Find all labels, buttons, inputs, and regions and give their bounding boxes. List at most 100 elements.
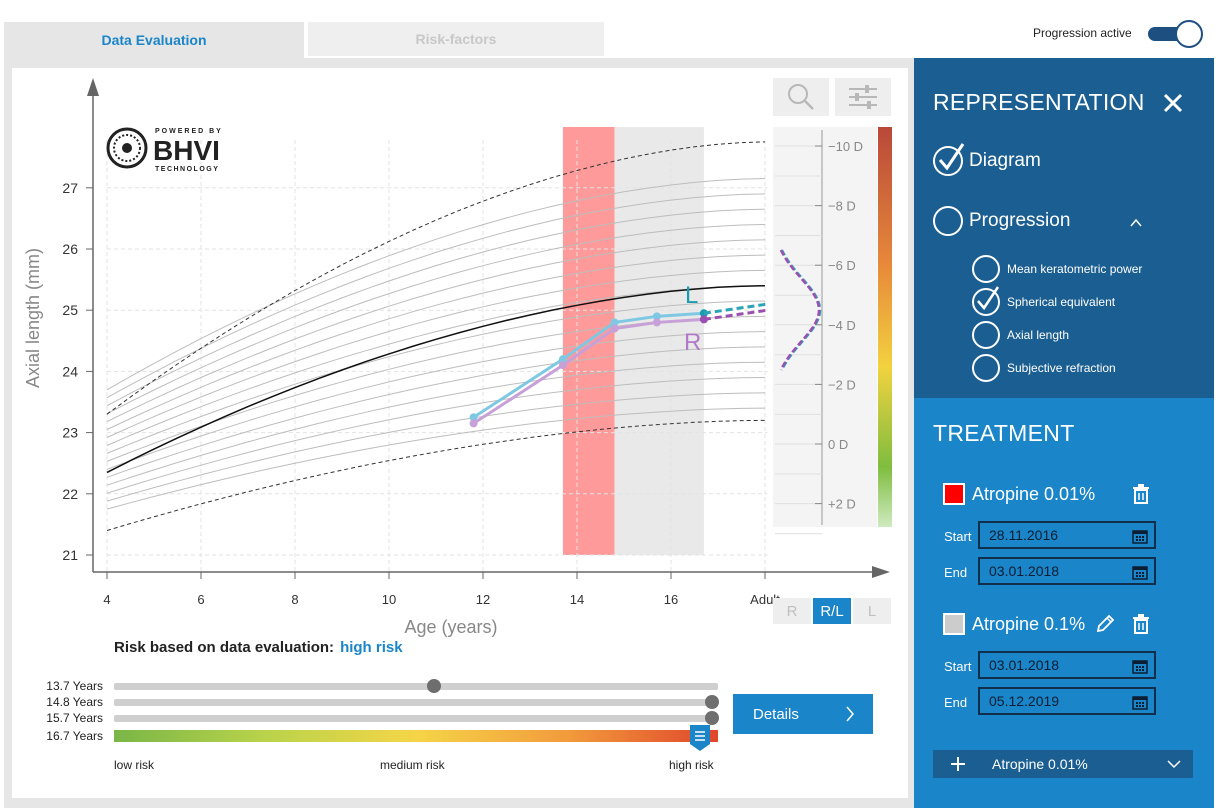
- progression-toggle[interactable]: [1148, 20, 1204, 48]
- bhvi-logo: POWERED BY BHVI TECHNOLOGY: [106, 127, 223, 173]
- mean-keratometric-checkbox[interactable]: [972, 255, 1000, 283]
- add-treatment-row[interactable]: Atropine 0.01%: [933, 750, 1193, 778]
- x-tick-label: 10: [382, 592, 396, 607]
- data-point-L[interactable]: [699, 309, 708, 318]
- data-point-R[interactable]: [558, 361, 567, 370]
- tab-risk-factors[interactable]: Risk-factors: [308, 22, 604, 56]
- diagram-checkbox[interactable]: [933, 143, 965, 176]
- risk-year-label: 13.7 Years: [46, 679, 103, 693]
- tab-data-evaluation[interactable]: Data Evaluation: [4, 22, 304, 58]
- percentile-curve: [106, 392, 766, 502]
- x-tick-label: 14: [570, 592, 584, 607]
- left-eye-button[interactable]: L: [853, 598, 891, 624]
- percentile-curve: [106, 407, 766, 510]
- risk-slider-track: [114, 715, 718, 722]
- data-point-L[interactable]: [469, 413, 478, 422]
- treatment-panel: TREATMENT Atropine 0.01% Start 28.11.201…: [914, 398, 1214, 808]
- end-label: End: [944, 565, 968, 580]
- risk-marker-icon[interactable]: [689, 724, 711, 752]
- search-icon: [788, 84, 814, 110]
- chart-area: 21 22 23 24 25 26 27 4 6 8 10 12 14 16 Adult Age (years…: [12, 68, 908, 798]
- upper-bound-curve: [106, 141, 766, 415]
- percentile-curve: [106, 377, 766, 494]
- refraction-tick-label: −2 D: [828, 377, 856, 392]
- percentile-curve: [106, 346, 766, 478]
- progression-active-label: Progression active: [1033, 26, 1132, 40]
- checkmark-icon: [938, 143, 965, 171]
- search-button[interactable]: [773, 78, 829, 116]
- end-label: End: [944, 695, 968, 710]
- representation-panel: REPRESENTATION Diagram Progression Mean …: [914, 58, 1214, 398]
- treatment-name: Atropine 0.01%: [972, 484, 1096, 504]
- spherical-equivalent-checkbox[interactable]: [972, 286, 1000, 316]
- distribution-curve: [779, 249, 821, 371]
- treatment-color-swatch[interactable]: [943, 483, 965, 505]
- representation-title: REPRESENTATION: [933, 89, 1145, 115]
- chevron-down-icon[interactable]: [1167, 759, 1181, 769]
- details-label: Details: [753, 705, 799, 723]
- progression-option-label[interactable]: Progression: [969, 210, 1071, 231]
- mean-keratometric-label[interactable]: Mean keratometric power: [1007, 262, 1143, 276]
- close-icon[interactable]: [1162, 92, 1184, 114]
- spherical-equivalent-label[interactable]: Spherical equivalent: [1007, 295, 1116, 309]
- axial-length-label[interactable]: Axial length: [1007, 328, 1070, 342]
- toggle-knob[interactable]: [1175, 20, 1203, 48]
- subjective-refraction-checkbox[interactable]: [972, 354, 1000, 382]
- percentile-curve: [106, 285, 766, 446]
- logo-powered-by: POWERED BY: [155, 128, 223, 135]
- risk-scale-low: low risk: [114, 758, 155, 772]
- y-tick-label: 21: [62, 547, 78, 563]
- trash-icon[interactable]: [1132, 484, 1150, 504]
- start-label: Start: [944, 659, 972, 674]
- right-eye-button[interactable]: R: [773, 598, 811, 624]
- y-tick-label: 23: [62, 425, 78, 441]
- data-point-R[interactable]: [652, 318, 661, 327]
- logo-sub: TECHNOLOGY: [155, 166, 219, 173]
- progression-checkbox[interactable]: [933, 206, 963, 236]
- subjective-refraction-label[interactable]: Subjective refraction: [1007, 361, 1116, 375]
- end-date-field[interactable]: 05.12.2019: [978, 687, 1156, 715]
- start-date-field[interactable]: 28.11.2016: [978, 521, 1156, 549]
- x-axis-arrow: [872, 566, 890, 578]
- data-point-L[interactable]: [610, 318, 619, 327]
- data-point-L[interactable]: [652, 312, 661, 321]
- end-date-value: 05.12.2019: [989, 693, 1060, 709]
- calendar-icon[interactable]: [1132, 694, 1148, 710]
- percentile-curve: [106, 193, 766, 399]
- settings-button[interactable]: [835, 78, 891, 116]
- data-point-R[interactable]: [469, 419, 478, 428]
- risk-slider-knob[interactable]: [427, 679, 442, 693]
- checkmark-icon: [977, 286, 1000, 311]
- treatment-color-swatch[interactable]: [943, 613, 965, 635]
- risk-year-label: 16.7 Years: [46, 729, 103, 743]
- data-point-L[interactable]: [558, 355, 567, 364]
- diagram-option-label[interactable]: Diagram: [969, 150, 1041, 171]
- data-point-R[interactable]: [610, 324, 619, 333]
- add-treatment-label: Atropine 0.01%: [992, 756, 1088, 772]
- percentile-curve: [106, 208, 766, 407]
- trash-icon[interactable]: [1132, 614, 1150, 634]
- both-eyes-button[interactable]: R/L: [813, 598, 851, 624]
- projection-line-L: [703, 302, 768, 315]
- calendar-icon[interactable]: [1132, 564, 1148, 580]
- refraction-tick-label: −6 D: [828, 258, 856, 273]
- pencil-icon[interactable]: [1095, 614, 1115, 634]
- axial-length-checkbox[interactable]: [972, 321, 1000, 349]
- refraction-tick-label: −4 D: [828, 318, 856, 333]
- refraction-panel: [773, 127, 877, 527]
- refraction-gradient-bar: [878, 127, 892, 527]
- calendar-icon[interactable]: [1132, 658, 1148, 674]
- end-date-field[interactable]: 03.01.2018: [978, 557, 1156, 585]
- chevron-up-icon[interactable]: [1130, 218, 1142, 228]
- plus-icon[interactable]: [951, 757, 965, 771]
- sliders-icon: [849, 85, 877, 109]
- refraction-tick-label: +2 D: [828, 497, 856, 512]
- calendar-icon[interactable]: [1132, 528, 1148, 544]
- x-tick-label: 8: [291, 592, 298, 607]
- risk-slider-knob[interactable]: [704, 695, 719, 709]
- risk-slider-knob[interactable]: [704, 711, 719, 725]
- percentile-curve: [106, 269, 766, 438]
- start-date-field[interactable]: 03.01.2018: [978, 651, 1156, 679]
- details-button[interactable]: Details: [733, 694, 873, 734]
- risk-gradient-bar: [114, 730, 718, 742]
